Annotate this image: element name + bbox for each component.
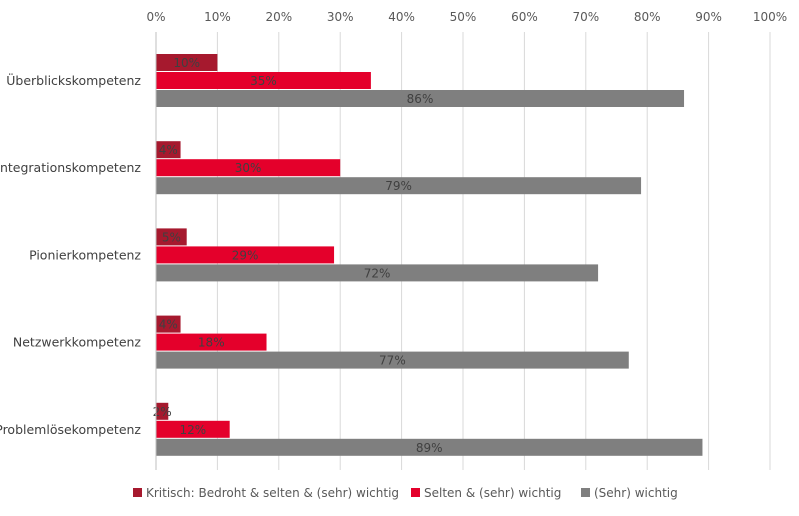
data-label: 4%	[159, 318, 178, 332]
data-label: 79%	[385, 179, 412, 193]
legend-label: (Sehr) wichtig	[594, 486, 678, 500]
x-tick-label: 10%	[204, 10, 231, 24]
data-label: 18%	[198, 336, 225, 350]
data-label: 89%	[416, 441, 443, 455]
x-tick-label: 70%	[572, 10, 599, 24]
data-label: 5%	[162, 230, 181, 244]
legend-swatch	[581, 488, 590, 497]
x-tick-label: 50%	[450, 10, 477, 24]
category-label: Überblickskompetenz	[6, 72, 141, 88]
bar	[156, 246, 335, 264]
category-label: Problemlösekompetenz	[0, 422, 141, 437]
data-label: 12%	[180, 423, 207, 437]
bar	[156, 333, 267, 351]
legend-swatch	[411, 488, 420, 497]
data-label: 29%	[232, 248, 259, 262]
x-tick-label: 30%	[327, 10, 354, 24]
data-label: 10%	[173, 56, 200, 70]
category-label: Netzwerkkompetenz	[13, 335, 142, 350]
x-tick-label: 0%	[146, 10, 165, 24]
legend-label: Selten & (sehr) wichtig	[424, 486, 561, 500]
x-tick-label: 40%	[388, 10, 415, 24]
x-tick-label: 60%	[511, 10, 538, 24]
data-label: 72%	[364, 266, 391, 280]
data-label: 2%	[153, 405, 172, 419]
bar	[156, 438, 703, 456]
data-label: 35%	[250, 74, 277, 88]
bar	[156, 159, 341, 177]
data-label: 30%	[235, 161, 262, 175]
bar	[156, 177, 642, 195]
bar	[156, 72, 371, 89]
category-label: Pionierkompetenz	[29, 247, 141, 262]
x-tick-label: 80%	[634, 10, 661, 24]
bar	[156, 315, 181, 333]
bar	[156, 90, 685, 107]
bar	[156, 420, 230, 438]
legend-label: Kritisch: Bedroht & selten & (sehr) wich…	[146, 486, 399, 500]
category-label: Integrationskompetenz	[0, 160, 141, 175]
data-label: 4%	[159, 143, 178, 157]
bar	[156, 141, 181, 159]
x-tick-label: 20%	[265, 10, 292, 24]
data-label: 77%	[379, 354, 406, 368]
bar	[156, 54, 218, 71]
bar	[156, 228, 187, 246]
legend-swatch	[133, 488, 142, 497]
bar	[156, 264, 599, 282]
x-tick-label: 100%	[753, 10, 787, 24]
bar	[156, 402, 169, 420]
data-label: 86%	[407, 92, 434, 106]
bar	[156, 351, 629, 369]
x-tick-label: 90%	[695, 10, 722, 24]
